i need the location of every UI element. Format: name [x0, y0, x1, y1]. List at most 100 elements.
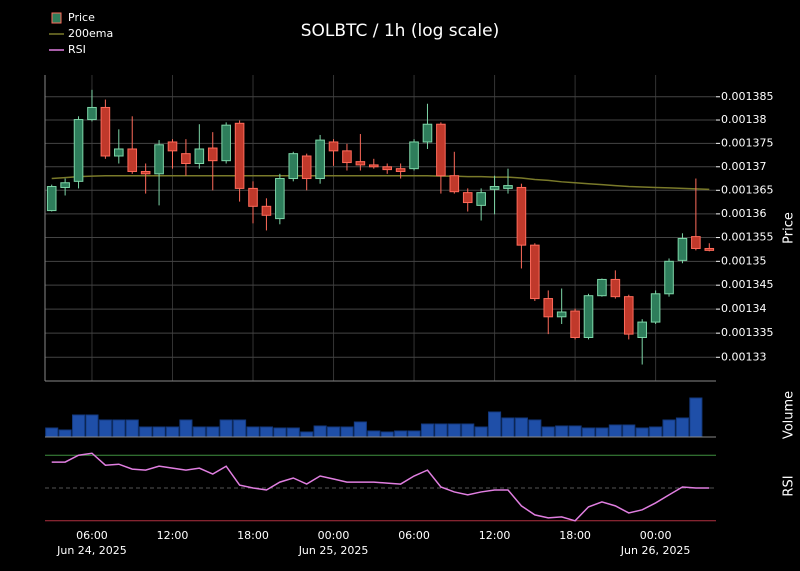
candle-body: [382, 166, 393, 171]
y-tick-label: 0.00137: [721, 160, 767, 173]
volume-bar: [259, 426, 273, 438]
candle-body: [597, 278, 607, 297]
volume-bar: [649, 426, 663, 438]
x-tick-label: 12:00: [157, 529, 189, 542]
candle-body: [194, 148, 205, 164]
y-tick-label: 0.00134: [721, 302, 767, 315]
y-tick-label: 0.00138: [721, 113, 767, 126]
candle-body: [181, 153, 191, 164]
volume-bar: [662, 419, 676, 438]
candle-body: [207, 147, 218, 162]
volume-bar: [581, 427, 596, 438]
volume-bar: [353, 421, 367, 438]
candle-body: [650, 293, 661, 323]
y-tick-label: 0.00136: [721, 207, 767, 220]
volume-bar: [58, 429, 72, 438]
candle-body: [462, 192, 473, 204]
candle-body: [100, 106, 111, 157]
volume-bar: [394, 430, 408, 438]
volume-bar: [420, 423, 435, 438]
candle-body: [248, 187, 258, 207]
volume-bar: [139, 426, 153, 438]
candle-body: [610, 278, 621, 298]
candle-body: [221, 124, 231, 162]
legend-label: Price: [68, 11, 95, 24]
volume-bar: [541, 426, 555, 438]
x-date-label: Jun 25, 2025: [298, 544, 369, 557]
candle-body: [691, 236, 701, 249]
volume-bar: [528, 419, 542, 438]
volume-bar: [273, 427, 287, 438]
volume-bar: [555, 425, 569, 438]
candle-body: [87, 106, 97, 121]
x-date-label: Jun 26, 2025: [620, 544, 691, 557]
y-tick-label: 0.001375: [721, 136, 774, 149]
candle-body: [623, 296, 634, 335]
volume-bar: [407, 430, 421, 438]
volume-bar: [45, 427, 59, 438]
y-tick-label: 0.00133: [721, 350, 767, 363]
volume-bar: [367, 430, 381, 438]
volume-axis-label: Volume: [782, 391, 797, 439]
candle-body: [677, 238, 688, 261]
candle-body: [315, 139, 325, 180]
candle-body: [355, 161, 366, 166]
candle-body: [46, 186, 57, 212]
y-tick-label: 0.001345: [721, 278, 774, 291]
volume-bar: [635, 427, 649, 438]
volume-bar: [488, 411, 502, 438]
candle-body: [664, 260, 674, 295]
candle-body: [368, 164, 379, 168]
rsi-line: [51, 452, 710, 522]
volume-bar: [85, 414, 99, 438]
volume-bar: [622, 424, 636, 438]
volume-bar: [313, 425, 327, 438]
volume-bar: [233, 419, 247, 438]
volume-bar: [206, 426, 220, 438]
candle-body: [301, 155, 312, 180]
volume-bar: [286, 427, 300, 438]
candle-body: [583, 295, 594, 338]
volume-bar: [380, 431, 394, 438]
candle-body: [275, 178, 285, 220]
candle-body: [476, 192, 486, 206]
volume-bar: [326, 426, 341, 438]
candle-body: [167, 141, 178, 152]
candle-body: [261, 205, 272, 216]
candle-body: [436, 123, 446, 177]
candle-body: [516, 186, 527, 246]
candle-body: [503, 185, 513, 189]
volume-bar: [689, 397, 703, 438]
x-tick-label: 06:00: [76, 529, 108, 542]
volume-bar: [179, 419, 193, 438]
volume-bar: [112, 419, 126, 438]
volume-bar: [165, 426, 180, 438]
candle-body: [449, 175, 460, 193]
candle-body: [556, 311, 567, 318]
x-date-label: Jun 24, 2025: [56, 544, 127, 557]
volume-bar: [474, 426, 488, 438]
candle-body: [328, 141, 339, 152]
rsi-axis-label: RSI: [782, 475, 797, 496]
candle-body: [489, 186, 500, 190]
volume-bar: [501, 417, 515, 438]
volume-bar: [300, 431, 314, 438]
candle-body: [342, 150, 352, 164]
candle-body: [637, 321, 647, 338]
legend-label: 200ema: [68, 27, 113, 40]
x-tick-label: 18:00: [237, 529, 269, 542]
candle-body: [395, 168, 406, 172]
candle-body: [288, 153, 299, 180]
candle-body: [530, 244, 540, 300]
candle-body: [704, 247, 715, 251]
y-axis-label: Price: [782, 212, 797, 244]
ema-line: [51, 174, 710, 191]
candle-body: [570, 310, 580, 338]
candle-body: [127, 148, 138, 172]
y-tick-label: 0.001355: [721, 231, 774, 244]
candle-body: [114, 148, 124, 157]
chart-title: SOLBTC / 1h (log scale): [301, 21, 499, 41]
candle-body: [422, 123, 433, 143]
x-tick-label: 12:00: [479, 529, 511, 542]
